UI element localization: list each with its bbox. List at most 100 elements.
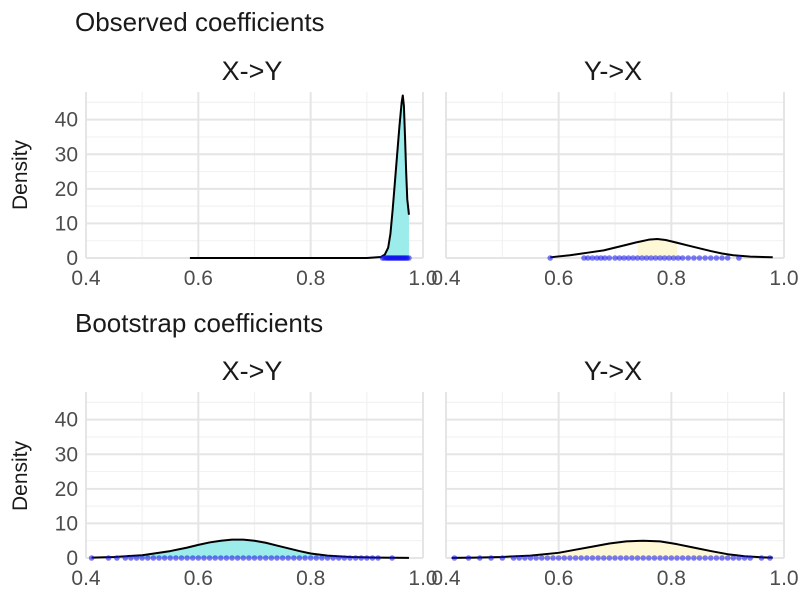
data-point — [736, 255, 742, 261]
data-point — [724, 255, 731, 261]
data-point — [679, 255, 686, 261]
data-point — [589, 255, 596, 261]
data-point — [670, 255, 677, 261]
data-point — [274, 555, 280, 561]
data-point — [144, 555, 151, 561]
data-point — [561, 555, 568, 561]
data-point — [634, 255, 641, 261]
data-point — [741, 555, 748, 561]
data-point — [212, 555, 218, 561]
density-curve — [189, 94, 410, 259]
data-point — [612, 255, 618, 261]
panel-title-bootstrap-yx: Y->X — [584, 356, 642, 386]
panel-observed-yx: 0.4 0.6 0.8 1.0 — [431, 92, 799, 290]
x-tick-label: 0.6 — [544, 567, 573, 590]
x-tick-label: 0.4 — [431, 567, 461, 590]
data-point — [389, 555, 395, 561]
data-point — [606, 555, 613, 561]
data-point — [639, 255, 645, 261]
y-tick-label: 20 — [55, 478, 78, 501]
x-tick-label: 0.8 — [296, 567, 325, 590]
x-tick-label: 0.4 — [71, 567, 101, 590]
x-tick-label: 0.8 — [296, 267, 325, 290]
data-point — [488, 555, 494, 561]
data-point — [616, 255, 623, 261]
data-point — [358, 555, 365, 561]
data-point — [369, 555, 376, 561]
data-point — [657, 555, 663, 561]
data-point — [606, 255, 613, 261]
density-fill-area — [384, 95, 409, 258]
data-point — [668, 555, 675, 561]
data-point — [218, 555, 224, 561]
data-point — [674, 555, 680, 561]
data-point — [730, 555, 737, 561]
data-point — [702, 255, 708, 261]
data-point — [661, 255, 668, 261]
data-point — [341, 555, 348, 561]
data-point — [657, 255, 663, 261]
data-point — [612, 555, 618, 561]
data-point — [679, 555, 686, 561]
data-point — [229, 555, 235, 561]
data-point — [767, 555, 773, 561]
density-fill-area — [91, 539, 409, 558]
data-point — [139, 555, 145, 561]
data-point — [643, 255, 650, 261]
data-point — [696, 255, 703, 261]
x-tick-label: 1.0 — [408, 567, 437, 590]
observed-section-title: Observed coefficients — [75, 7, 325, 37]
data-point — [499, 555, 506, 561]
panel-bootstrap-yx: 0.4 0.6 0.8 1.0 — [431, 392, 799, 590]
x-tick-label: 0.6 — [184, 567, 213, 590]
panel-bootstrap-xy: 0.4 0.6 0.8 1.0 0 10 20 30 40 — [55, 392, 438, 590]
data-point — [630, 255, 636, 261]
data-point — [598, 255, 604, 261]
data-point — [666, 255, 672, 261]
y-tick-label: 0 — [66, 247, 78, 270]
data-point — [595, 555, 601, 561]
y-tick-label: 40 — [55, 409, 78, 432]
data-point — [285, 555, 292, 561]
data-point — [640, 555, 646, 561]
data-point — [685, 255, 692, 261]
density-curve — [91, 538, 409, 559]
data-point — [713, 555, 720, 561]
data-point — [685, 555, 692, 561]
data-point — [707, 255, 714, 261]
data-point — [600, 555, 607, 561]
data-point — [330, 555, 336, 561]
data-point — [510, 555, 517, 561]
data-point — [617, 555, 624, 561]
data-point — [707, 555, 714, 561]
data-point — [307, 555, 314, 561]
data-point — [206, 555, 213, 561]
data-point — [324, 555, 331, 561]
data-point — [702, 555, 708, 561]
data-point — [451, 555, 458, 561]
data-point — [352, 555, 359, 561]
data-point — [105, 555, 112, 561]
data-point — [335, 555, 342, 561]
data-point — [406, 255, 412, 261]
data-point — [262, 555, 269, 561]
data-point — [465, 555, 472, 561]
data-point — [594, 255, 600, 261]
y-tick-label: 40 — [55, 109, 78, 132]
panel-observed-xy: 0.4 0.6 0.8 1.0 0 10 20 30 40 — [55, 92, 438, 290]
x-tick-label: 0.8 — [657, 267, 686, 290]
data-point — [178, 555, 185, 561]
data-point — [652, 255, 659, 261]
y-tick-label: 10 — [55, 512, 78, 535]
data-point — [279, 555, 286, 561]
data-point — [268, 555, 275, 561]
data-point — [257, 555, 263, 561]
data-point — [589, 555, 596, 561]
x-tick-label: 0.4 — [71, 267, 101, 290]
x-tick-label: 0.8 — [657, 567, 686, 590]
data-point — [567, 555, 573, 561]
data-point — [634, 555, 641, 561]
data-point — [114, 555, 120, 561]
data-point — [724, 555, 731, 561]
